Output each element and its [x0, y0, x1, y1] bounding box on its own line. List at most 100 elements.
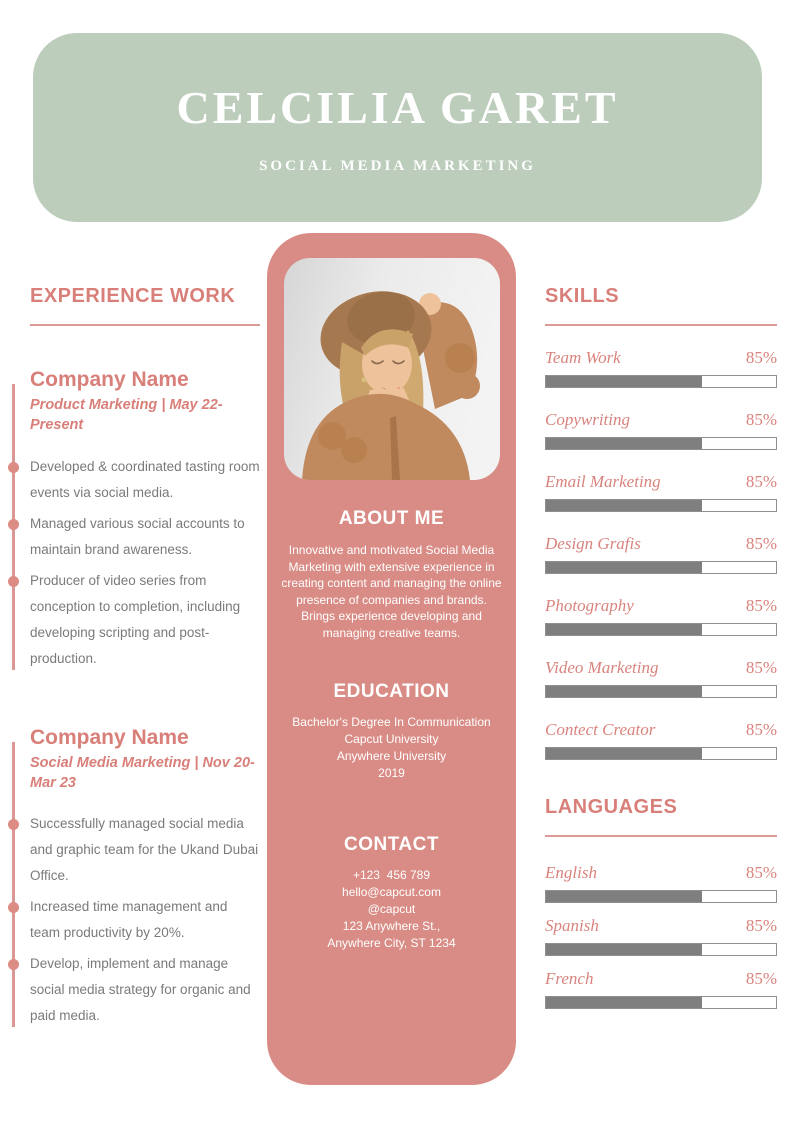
job-entry-1: Company Name Product Marketing | May 22-… [7, 368, 260, 672]
skill-bar [545, 623, 777, 636]
language-percent: 85% [745, 916, 777, 935]
contact-heading: CONTACT [344, 834, 439, 855]
skill-head: Design Grafis 85% [545, 534, 777, 554]
language-head: French 85% [545, 969, 777, 989]
language-bar-fill [546, 891, 703, 902]
skill-percent: 85% [745, 410, 777, 429]
education-school: Capcut University [344, 732, 439, 746]
job2-bullets: Successfully managed social media and gr… [7, 811, 260, 1029]
job1-bullet: Producer of video series from conception… [7, 568, 260, 672]
skill-percent: 85% [745, 658, 777, 677]
language-percent: 85% [745, 863, 777, 882]
skill-bar [545, 747, 777, 760]
skill-percent: 85% [745, 720, 777, 739]
experience-heading: EXPERIENCE WORK [30, 285, 236, 307]
language-bar [545, 890, 777, 903]
contact-email: hello@capcut.com [342, 885, 441, 899]
experience-divider [30, 324, 260, 326]
about-heading: ABOUT ME [338, 508, 445, 529]
education-degree: Bachelor's Degree In Communication [292, 715, 491, 729]
language-label: French [545, 969, 594, 988]
skill-label: Email Marketing [545, 472, 661, 491]
skills-list: Team Work 85% Copywriting 85% Email Mark… [545, 348, 777, 760]
language-item: French 85% [545, 969, 777, 1009]
skill-item: Photography 85% [545, 596, 777, 636]
skill-label: Copywriting [545, 410, 631, 429]
language-item: Spanish 85% [545, 916, 777, 956]
skill-label: Team Work [545, 348, 621, 367]
skill-item: Email Marketing 85% [545, 472, 777, 512]
person-role: SOCIAL MEDIA MARKETING [259, 158, 536, 174]
skill-bar-fill [546, 562, 703, 573]
job2-bullet: Successfully managed social media and gr… [7, 811, 260, 889]
skill-bar-fill [546, 500, 703, 511]
about-text: Innovative and motivated Social Media Ma… [281, 543, 502, 640]
skill-head: Video Marketing 85% [545, 658, 777, 678]
languages-block: LANGUAGES English 85% Spanish 85% French [545, 796, 777, 1009]
skill-bar [545, 685, 777, 698]
skill-label: Contect Creator [545, 720, 656, 739]
language-percent: 85% [745, 969, 777, 988]
skill-head: Contect Creator 85% [545, 720, 777, 740]
skills-column: SKILLS Team Work 85% Copywriting 85% Ema… [545, 285, 777, 1022]
job2-bullet: Develop, implement and manage social med… [7, 951, 260, 1029]
skill-bar [545, 437, 777, 450]
skill-bar-fill [546, 686, 703, 697]
skill-bar-fill [546, 624, 703, 635]
education-school: Anywhere University [336, 749, 447, 763]
job1-bullets: Developed & coordinated tasting room eve… [7, 454, 260, 672]
contact-phone: +123 456 789 [352, 868, 431, 882]
contact-street: 123 Anywhere St., [342, 919, 441, 933]
contact-city: Anywhere City, ST 1234 [327, 936, 456, 950]
experience-column: EXPERIENCE WORK Company Name Product Mar… [7, 285, 260, 1034]
language-bar-fill [546, 997, 703, 1008]
skill-item: Team Work 85% [545, 348, 777, 388]
skill-item: Contect Creator 85% [545, 720, 777, 760]
skill-head: Copywriting 85% [545, 410, 777, 430]
skill-label: Design Grafis [545, 534, 641, 553]
header-banner: CELCILIA GARET SOCIAL MEDIA MARKETING [33, 33, 762, 222]
education-year: 2019 [378, 766, 405, 780]
job-entry-2: Company Name Social Media Marketing | No… [7, 725, 260, 1030]
languages-heading: LANGUAGES [545, 796, 678, 818]
skill-percent: 85% [745, 348, 777, 367]
skill-item: Video Marketing 85% [545, 658, 777, 698]
skills-heading: SKILLS [545, 285, 620, 307]
skill-bar-fill [546, 438, 703, 449]
skill-bar [545, 375, 777, 388]
skill-label: Video Marketing [545, 658, 659, 677]
profile-photo [283, 258, 500, 480]
skill-label: Photography [545, 596, 634, 615]
skill-item: Design Grafis 85% [545, 534, 777, 574]
skill-head: Photography 85% [545, 596, 777, 616]
profile-panel: ABOUT ME Innovative and motivated Social… [267, 233, 516, 1085]
job2-company: Company Name [30, 725, 189, 749]
job2-bullet: Increased time management and team produ… [7, 894, 260, 946]
language-head: English 85% [545, 863, 777, 883]
education-heading: EDUCATION [333, 681, 450, 702]
job1-company: Company Name [30, 368, 189, 391]
job1-meta: Product Marketing | May 22-Present [30, 397, 223, 434]
languages-list: English 85% Spanish 85% French 85% [545, 863, 777, 1009]
person-name: CELCILIA GARET [176, 82, 619, 133]
language-label: English [545, 863, 597, 882]
language-head: Spanish 85% [545, 916, 777, 936]
language-label: Spanish [545, 916, 599, 935]
skill-percent: 85% [745, 472, 777, 491]
skill-percent: 85% [745, 534, 777, 553]
contact-handle: @capcut [367, 902, 416, 916]
skill-percent: 85% [745, 596, 777, 615]
skill-head: Team Work 85% [545, 348, 777, 368]
skill-item: Copywriting 85% [545, 410, 777, 450]
job2-meta: Social Media Marketing | Nov 20-Mar 23 [30, 754, 255, 791]
language-bar [545, 996, 777, 1009]
contact-lines: +123 456 789 hello@capcut.com @capcut 12… [267, 867, 516, 952]
skill-bar-fill [546, 376, 703, 387]
job1-bullet: Managed various social accounts to maint… [7, 511, 260, 563]
job1-bullet: Developed & coordinated tasting room eve… [7, 454, 260, 506]
education-lines: Bachelor's Degree In Communication Capcu… [267, 714, 516, 782]
languages-divider [545, 835, 777, 837]
skill-bar-fill [546, 748, 703, 759]
skill-bar [545, 499, 777, 512]
